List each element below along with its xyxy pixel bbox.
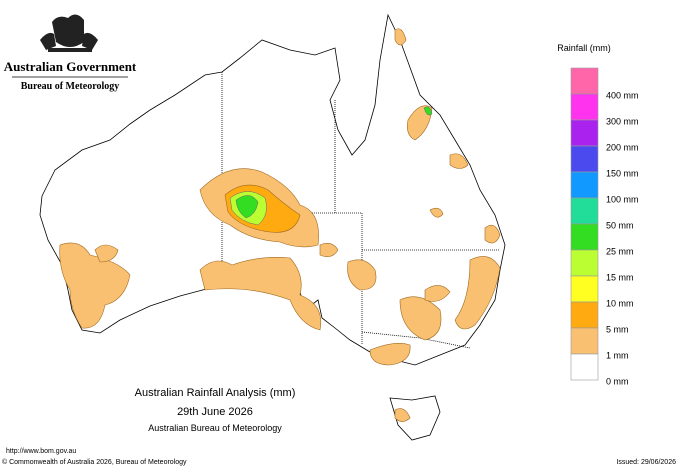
legend-swatch — [570, 275, 599, 303]
legend-swatch — [570, 327, 599, 355]
legend-swatch — [570, 171, 599, 199]
legend-swatch — [570, 353, 599, 381]
legend-label: 1 mm — [606, 350, 629, 360]
legend-label: 400 mm — [606, 90, 639, 100]
legend-swatch — [570, 145, 599, 173]
rainfall-areas — [59, 28, 501, 422]
map-date: 29th June 2026 — [177, 406, 253, 418]
coat-of-arms — [40, 14, 98, 52]
legend-swatch — [570, 67, 599, 95]
legend-swatch — [570, 197, 599, 225]
legend-swatch — [570, 223, 599, 251]
legend-label: 100 mm — [606, 194, 639, 204]
legend-label: 0 mm — [606, 376, 629, 386]
footer-url: http://www.bom.gov.au — [6, 448, 76, 455]
footer-issued: Issued: 29/06/2026 — [616, 459, 676, 466]
legend-label: 150 mm — [606, 168, 639, 178]
legend: 400 mm 300 mm 200 mm 150 mm 100 mm 50 mm 25 mm… — [570, 67, 639, 386]
legend-label: 50 mm — [606, 220, 634, 230]
legend-swatch — [570, 119, 599, 147]
government-name: Australian Government — [4, 59, 137, 74]
legend-label: 300 mm — [606, 116, 639, 126]
map-source: Australian Bureau of Meteorology — [148, 423, 282, 433]
legend-swatch — [570, 93, 599, 121]
legend-title: Rainfall (mm) — [557, 43, 611, 53]
legend-swatch — [570, 249, 599, 277]
legend-swatch — [570, 301, 599, 329]
legend-label: 5 mm — [606, 324, 629, 334]
map-title: Australian Rainfall Analysis (mm) — [135, 387, 296, 399]
footer-copyright: © Commonwealth of Australia 2026, Bureau… — [2, 458, 187, 466]
legend-label: 200 mm — [606, 142, 639, 152]
legend-label: 10 mm — [606, 298, 634, 308]
legend-label: 15 mm — [606, 272, 634, 282]
legend-label: 25 mm — [606, 246, 634, 256]
agency-name: Bureau of Meteorology — [21, 81, 120, 92]
